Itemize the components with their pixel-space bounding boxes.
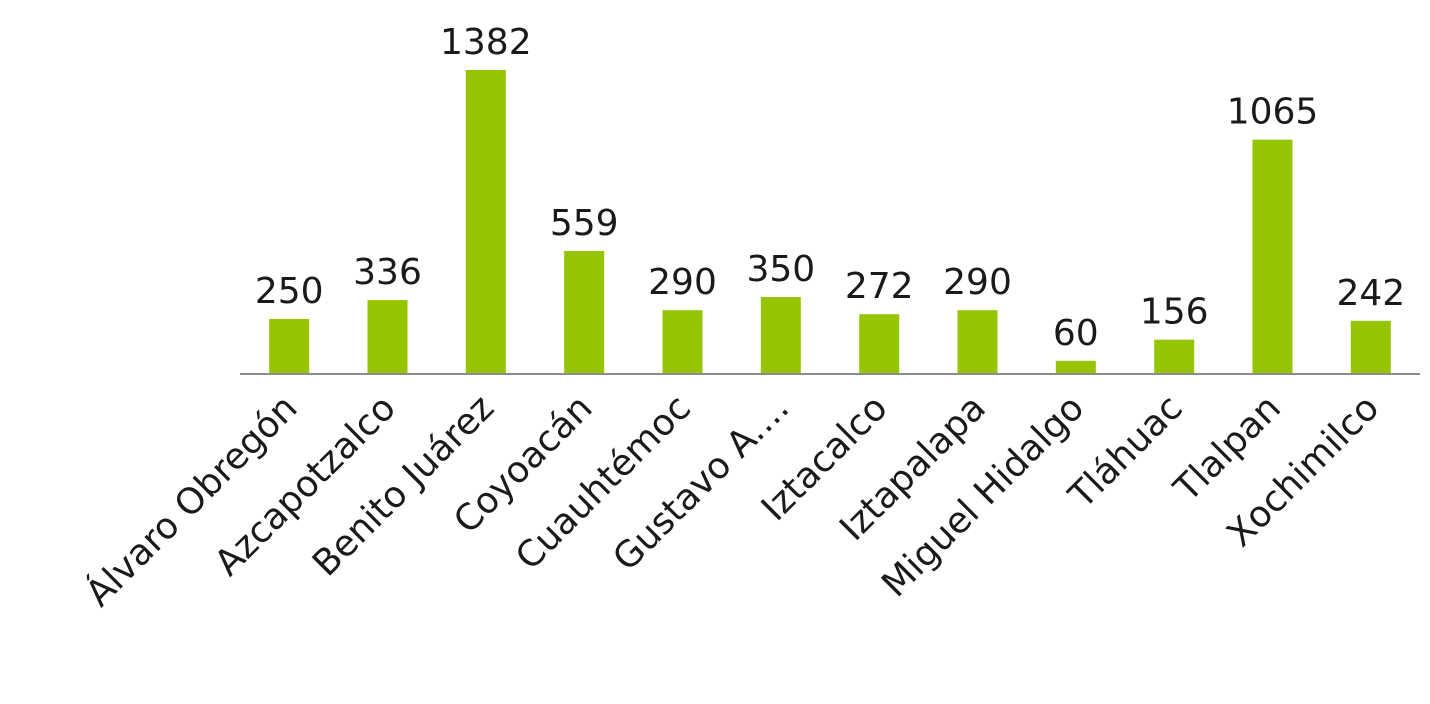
bar [1252,139,1293,374]
x-tick-label: Cuauhtémoc [508,387,699,578]
bar [367,300,408,374]
data-label: 559 [550,203,619,244]
data-label: 272 [845,266,914,307]
bars-group [269,70,1391,374]
bar [1350,320,1391,374]
data-label: 350 [746,249,815,290]
bar [957,310,998,374]
bar [1154,339,1195,374]
data-label: 250 [255,271,324,312]
data-labels-group: 250 336 1382 559 290 350 272 290 60 156 1065 242 [255,22,1405,354]
data-label: 1382 [440,22,532,63]
data-label: 156 [1140,292,1209,333]
bar [760,297,801,374]
data-label: 60 [1053,313,1099,354]
data-label: 1065 [1227,92,1319,133]
data-label: 336 [353,252,422,293]
bar [564,251,605,374]
x-tick-label: Gustavo A.... [605,387,797,579]
bar [859,314,900,374]
data-label: 290 [943,262,1012,303]
data-label: 290 [648,262,717,303]
bar [465,70,506,374]
bar [1055,360,1096,374]
bar [269,319,310,374]
data-label: 242 [1336,273,1405,314]
bar [662,310,703,374]
